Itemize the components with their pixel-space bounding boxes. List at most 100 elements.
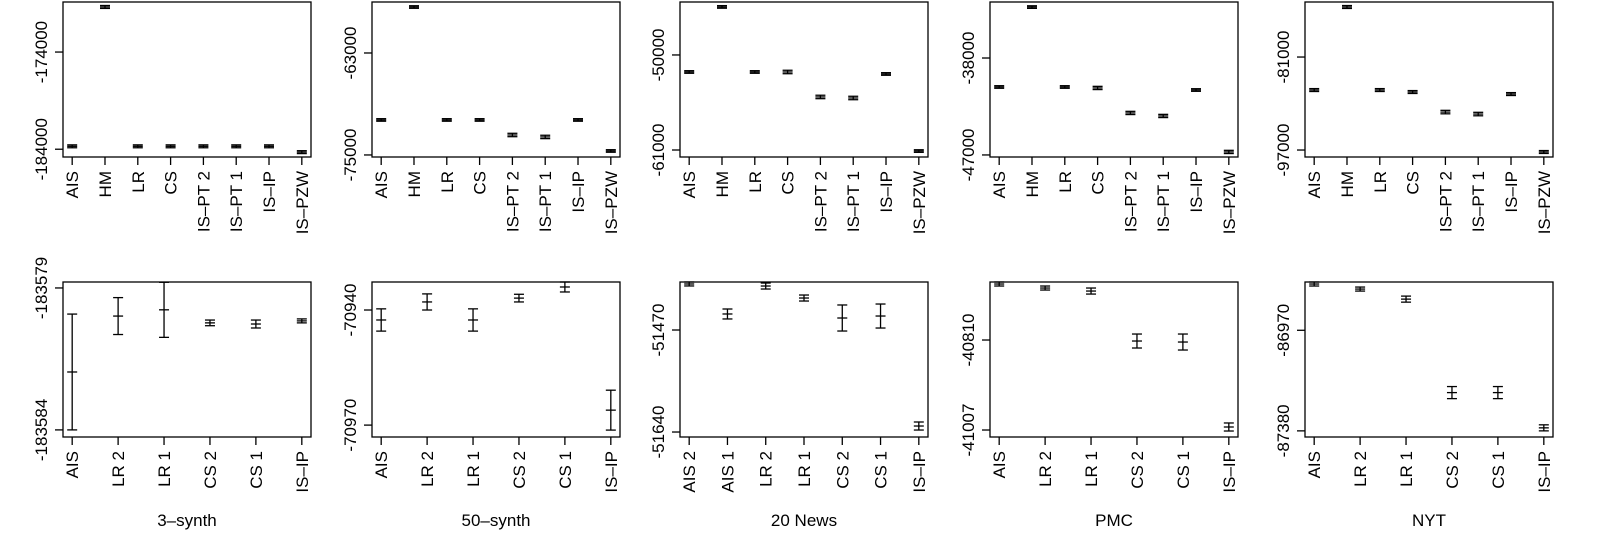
x-tick-label: IS–PT 1 — [1469, 171, 1488, 232]
plot-box — [62, 281, 312, 438]
x-tick-label: LR 1 — [1397, 451, 1416, 487]
y-tick-label: -40810 — [959, 314, 978, 367]
x-axis-label: 20 News — [771, 511, 837, 530]
x-tick-label: CS — [471, 171, 490, 195]
x-tick-label: IS–PT 1 — [227, 171, 246, 232]
x-tick-label: CS 2 — [833, 451, 852, 489]
y-tick-label: -63000 — [341, 27, 360, 80]
x-tick-label: AIS 1 — [718, 451, 737, 493]
x-tick-label: HM — [1023, 171, 1042, 197]
x-tick-label: LR 2 — [109, 451, 128, 487]
x-tick-label: LR 1 — [1082, 451, 1101, 487]
x-tick-label: IS–PT 1 — [536, 171, 555, 232]
y-tick-label: -70970 — [341, 399, 360, 452]
x-tick-label: CS 1 — [872, 451, 891, 489]
plot-box — [989, 281, 1239, 438]
x-tick-label: IS–IP — [260, 171, 279, 213]
x-tick-label: IS–IP — [1502, 171, 1521, 213]
x-tick-label: AIS — [680, 171, 699, 198]
y-tick-label: -47000 — [959, 128, 978, 181]
x-tick-label: LR 2 — [418, 451, 437, 487]
x-tick-label: IS–PZW — [910, 171, 929, 234]
x-axis-label: PMC — [1095, 511, 1133, 530]
x-tick-label: AIS — [372, 171, 391, 198]
x-tick-label: IS–IP — [602, 451, 621, 493]
x-tick-label: AIS — [63, 171, 82, 198]
y-tick-label: -86970 — [1274, 304, 1293, 357]
x-tick-label: IS–IP — [1220, 451, 1239, 493]
x-tick-label: CS — [1089, 171, 1108, 195]
x-tick-label: AIS — [372, 451, 391, 478]
x-tick-label: CS 2 — [510, 451, 529, 489]
x-tick-label: IS–PZW — [1535, 171, 1554, 234]
x-tick-label: AIS — [1305, 451, 1324, 478]
y-tick-label: -183579 — [32, 257, 51, 319]
x-tick-label: IS–PT 1 — [844, 171, 863, 232]
x-tick-label: CS 1 — [1489, 451, 1508, 489]
x-tick-label: IS–IP — [910, 451, 929, 493]
x-tick-label: LR 2 — [757, 451, 776, 487]
x-tick-label: IS–PZW — [602, 171, 621, 234]
x-tick-label: AIS — [990, 451, 1009, 478]
y-tick-label: -61000 — [649, 124, 668, 177]
x-tick-label: LR — [1371, 171, 1390, 193]
x-tick-label: HM — [713, 171, 732, 197]
x-tick-label: IS–PT 2 — [194, 171, 213, 232]
x-tick-label: IS–PZW — [1220, 171, 1239, 234]
x-tick-label: LR 1 — [795, 451, 814, 487]
x-tick-label: IS–IP — [877, 171, 896, 213]
x-tick-label: IS–IP — [1187, 171, 1206, 213]
plot-box — [989, 1, 1239, 158]
plot-box — [371, 281, 621, 438]
x-tick-label: CS — [1404, 171, 1423, 195]
x-tick-label: LR — [746, 171, 765, 193]
y-tick-label: -51470 — [649, 304, 668, 357]
x-tick-label: IS–PT 2 — [1436, 171, 1455, 232]
y-tick-label: -51640 — [649, 406, 668, 459]
x-tick-label: LR 2 — [1036, 451, 1055, 487]
x-tick-label: LR — [438, 171, 457, 193]
x-tick-label: LR 1 — [155, 451, 174, 487]
x-tick-label: CS — [162, 171, 181, 195]
plot-box — [1304, 281, 1554, 438]
x-tick-label: CS 2 — [1443, 451, 1462, 489]
x-tick-label: LR 2 — [1351, 451, 1370, 487]
x-tick-label: IS–PT 1 — [1154, 171, 1173, 232]
y-tick-label: -97000 — [1274, 124, 1293, 177]
x-tick-label: AIS 2 — [680, 451, 699, 493]
x-tick-label: HM — [96, 171, 115, 197]
x-tick-label: CS 1 — [556, 451, 575, 489]
x-tick-label: IS–PT 2 — [811, 171, 830, 232]
x-axis-label: 50–synth — [462, 511, 531, 530]
x-tick-label: IS–IP — [1535, 451, 1554, 493]
x-tick-label: IS–IP — [293, 451, 312, 493]
y-tick-label: -70940 — [341, 284, 360, 337]
plot-box — [1304, 1, 1554, 158]
y-tick-label: -41007 — [959, 404, 978, 457]
x-tick-label: AIS — [990, 171, 1009, 198]
x-tick-label: AIS — [63, 451, 82, 478]
x-tick-label: LR — [129, 171, 148, 193]
y-tick-label: -50000 — [649, 28, 668, 81]
x-tick-label: LR 1 — [464, 451, 483, 487]
x-tick-label: CS 2 — [201, 451, 220, 489]
plot-box — [62, 1, 312, 158]
plot-box — [679, 281, 929, 438]
y-tick-label: -183584 — [32, 399, 51, 461]
x-tick-label: CS — [779, 171, 798, 195]
x-tick-label: CS 1 — [1174, 451, 1193, 489]
x-axis-label: 3–synth — [157, 511, 217, 530]
x-tick-label: CS 2 — [1128, 451, 1147, 489]
x-tick-label: LR — [1056, 171, 1075, 193]
y-tick-label: -75000 — [341, 128, 360, 181]
x-tick-label: IS–PZW — [293, 171, 312, 234]
x-axis-label: NYT — [1412, 511, 1446, 530]
plot-box — [371, 1, 621, 158]
x-tick-label: HM — [405, 171, 424, 197]
y-tick-label: -87380 — [1274, 404, 1293, 457]
x-tick-label: IS–IP — [569, 171, 588, 213]
x-tick-label: IS–PT 2 — [503, 171, 522, 232]
x-tick-label: AIS — [1305, 171, 1324, 198]
